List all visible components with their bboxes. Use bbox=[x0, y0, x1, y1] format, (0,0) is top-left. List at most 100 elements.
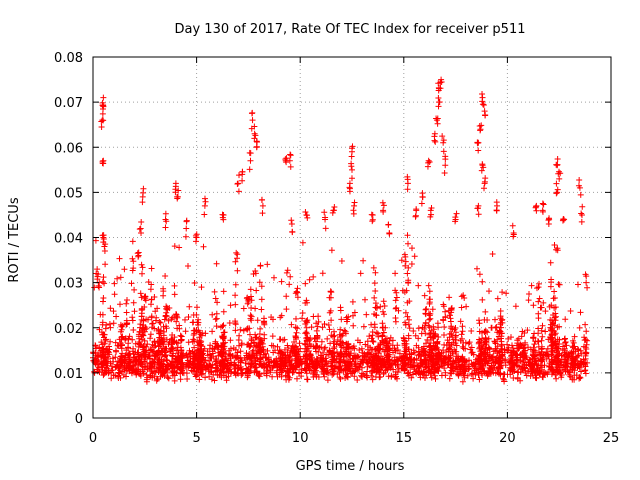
roti-spike-point bbox=[259, 210, 266, 217]
roti-spike-point bbox=[482, 175, 489, 182]
roti-spike-point bbox=[235, 180, 242, 187]
roti-spike-point bbox=[442, 162, 449, 169]
roti-spike-point bbox=[579, 203, 586, 210]
roti-spike-point bbox=[96, 284, 103, 291]
roti-spike-point bbox=[99, 110, 106, 117]
roti-spike-point bbox=[554, 189, 561, 196]
roti-spike-point bbox=[247, 157, 254, 164]
roti-spike-point bbox=[419, 190, 426, 197]
roti-spike-point bbox=[553, 190, 560, 197]
roti-spike-point bbox=[453, 210, 460, 217]
roti-spike-point bbox=[98, 123, 105, 130]
roti-spike-point bbox=[533, 203, 540, 210]
roti-spike-point bbox=[557, 170, 564, 177]
roti-spike-point bbox=[248, 110, 255, 117]
roti-spike-point bbox=[380, 208, 387, 215]
roti-spike-point bbox=[553, 180, 560, 187]
roti-spike-point bbox=[252, 132, 259, 139]
roti-spike-point bbox=[428, 205, 435, 212]
roti-spike-point bbox=[435, 80, 442, 87]
x-tick-labels: 0 5 10 15 20 25 bbox=[89, 431, 619, 446]
roti-spike-point bbox=[427, 213, 434, 220]
roti-spike-point bbox=[140, 185, 147, 192]
y-tick-label: 0.05 bbox=[54, 186, 83, 201]
roti-spike-point bbox=[475, 211, 482, 218]
roti-spike-point bbox=[554, 186, 561, 193]
roti-spike-point bbox=[441, 170, 448, 177]
roti-spike-point bbox=[239, 177, 246, 184]
roti-spike-point bbox=[322, 214, 329, 221]
roti-spike-point bbox=[288, 220, 295, 227]
axis-ticks bbox=[92, 56, 612, 419]
roti-spike-point bbox=[239, 168, 246, 175]
y-tick-label: 0.01 bbox=[54, 367, 83, 382]
roti-spike-point bbox=[258, 196, 265, 203]
roti-spike-point bbox=[302, 208, 309, 215]
roti-spike-point bbox=[329, 209, 336, 216]
roti-spike-point bbox=[368, 211, 375, 218]
y-tick-label: 0.03 bbox=[54, 277, 83, 292]
roti-spike-point bbox=[578, 211, 585, 218]
roti-spike-point bbox=[369, 218, 376, 225]
roti-spike-point bbox=[134, 250, 141, 257]
y-tick-label: 0 bbox=[75, 412, 83, 427]
roti-spike-point bbox=[174, 195, 181, 202]
roti-spike-point bbox=[202, 198, 209, 205]
roti-spike-point bbox=[101, 248, 108, 255]
roti-spike-point bbox=[510, 231, 517, 238]
roti-spike-point bbox=[259, 202, 266, 209]
roti-spike-point bbox=[435, 87, 442, 94]
roti-spike-point bbox=[435, 103, 442, 110]
roti-spike-point bbox=[559, 217, 566, 224]
roti-spike-point bbox=[99, 99, 106, 106]
roti-spike-point bbox=[479, 101, 486, 108]
roti-spike-point bbox=[436, 98, 443, 105]
roti-spike-point bbox=[482, 112, 489, 119]
roti-spike-point bbox=[434, 120, 441, 127]
roti-spike-point bbox=[201, 195, 208, 202]
y-tick-label: 0.02 bbox=[54, 322, 83, 337]
roti-spike-point bbox=[99, 160, 106, 167]
roti-spike-point bbox=[182, 233, 189, 240]
roti-spike-point bbox=[235, 188, 242, 195]
roti-spike-point bbox=[139, 199, 146, 206]
y-tick-label: 0.08 bbox=[54, 51, 83, 66]
roti-spike-point bbox=[539, 208, 546, 215]
roti-spike-point bbox=[138, 219, 145, 226]
x-tick-label: 15 bbox=[396, 431, 413, 446]
roti-spike-point bbox=[350, 210, 357, 217]
roti-spike-point bbox=[576, 176, 583, 183]
roti-spike-point bbox=[288, 217, 295, 224]
roti-spike-point bbox=[475, 147, 482, 154]
data-points bbox=[90, 76, 591, 385]
roti-spike-point bbox=[493, 207, 500, 214]
roti-spike-point bbox=[136, 226, 143, 233]
roti-spike-point bbox=[577, 191, 584, 198]
roti-spike-point bbox=[138, 230, 145, 237]
roti-spike-point bbox=[440, 137, 447, 144]
roti-spike-point bbox=[219, 211, 226, 218]
roti-spike-point bbox=[102, 241, 109, 248]
roti-spike-point bbox=[379, 199, 386, 206]
roti-spike-point bbox=[322, 225, 329, 232]
roti-spike-point bbox=[348, 175, 355, 182]
roti-spike-point bbox=[331, 204, 338, 211]
roti-spike-point bbox=[452, 218, 459, 225]
roti-spike-point bbox=[246, 166, 253, 173]
roti-spike-point bbox=[236, 172, 243, 179]
roti-spike-point bbox=[201, 202, 208, 209]
roti-spike-point bbox=[554, 161, 561, 168]
roti-spike-point bbox=[192, 232, 199, 239]
x-tick-label: 0 bbox=[89, 431, 97, 446]
roti-spike-point bbox=[94, 273, 101, 280]
roti-spike-point bbox=[234, 180, 241, 187]
x-tick-label: 5 bbox=[192, 431, 200, 446]
roti-spike-point bbox=[474, 140, 481, 147]
x-tick-label: 25 bbox=[603, 431, 620, 446]
roti-spike-point bbox=[201, 211, 208, 218]
roti-spike-point bbox=[321, 209, 328, 216]
roti-spike-point bbox=[304, 214, 311, 221]
roti-spike-point bbox=[478, 167, 485, 174]
y-tick-labels: 0 0.01 0.02 0.03 0.04 0.05 0.06 0.07 0.08 bbox=[54, 51, 83, 427]
